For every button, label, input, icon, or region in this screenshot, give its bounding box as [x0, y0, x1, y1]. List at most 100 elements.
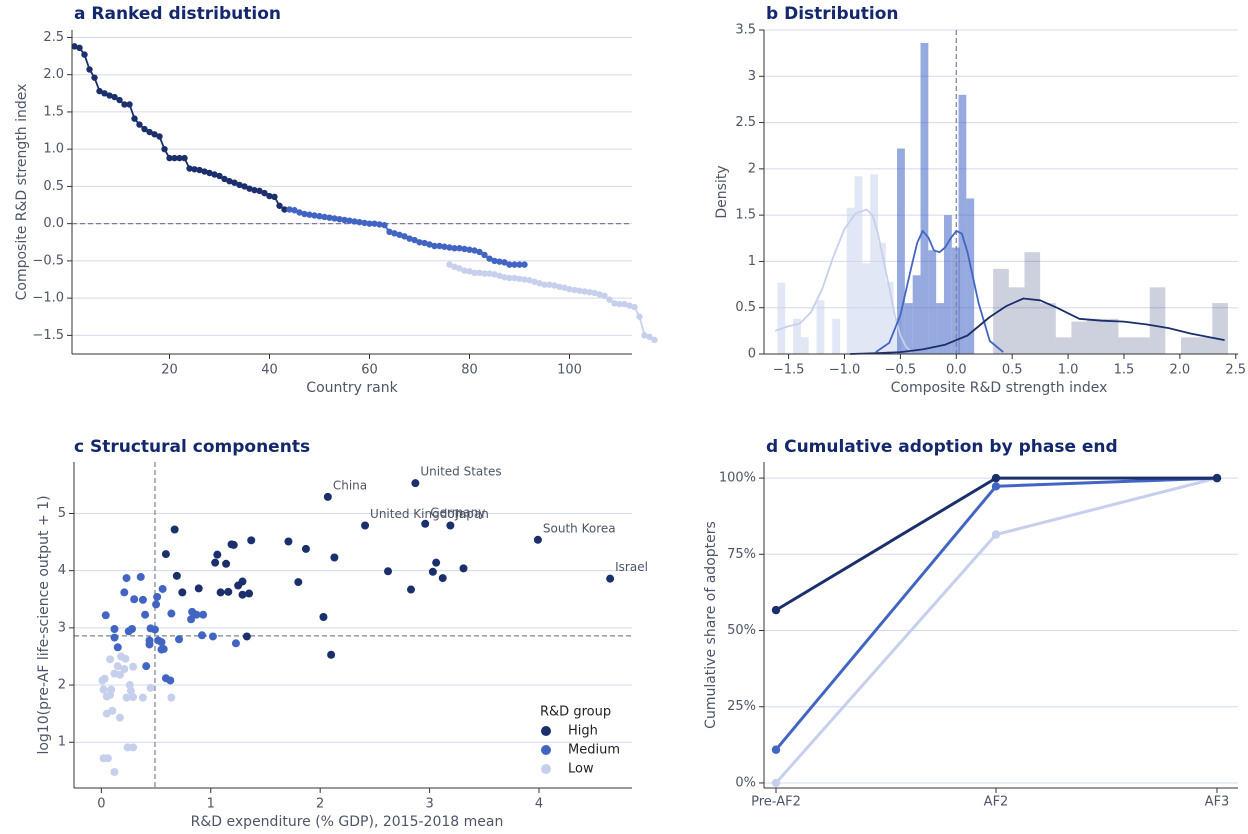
panel-a-point-high [81, 51, 88, 58]
panel-c-point-high [446, 521, 455, 530]
panel-b-hist-bar-high [1118, 337, 1135, 354]
panel-b-y-tick-label: 0 [748, 347, 756, 362]
panel-c-point-high [222, 559, 231, 568]
panel-a-title: a Ranked distribution [74, 4, 281, 24]
panel-c-point-high [284, 537, 293, 546]
panel-a-point-medium [436, 242, 443, 250]
panel-c-point-medium [158, 584, 167, 593]
panel-a-x-tick-label: 40 [261, 363, 278, 378]
panel-a-point-high [116, 96, 123, 104]
panel-b-x-tick-label: 1.5 [1114, 363, 1135, 378]
panel-a-point-low [606, 296, 613, 303]
panel-c-point-low [100, 674, 109, 683]
panel-b-y-tick-label: 3.5 [735, 23, 756, 38]
panel-d-point-high [771, 605, 781, 615]
panel-a-y-tick-label: 2.5 [43, 30, 64, 45]
panel-a-point-high [201, 168, 208, 175]
panel-a-point-medium [391, 230, 398, 237]
panel-c-point-low [120, 665, 129, 674]
panel-b-x-tick-label: 2.5 [1225, 363, 1246, 378]
panel-c-point-low [115, 713, 124, 722]
panel-c-point-high [411, 479, 420, 488]
panel-a-point-medium [366, 220, 373, 227]
panel-b-x-tick-label: 0.5 [1002, 363, 1023, 378]
panel-a-point-low [536, 280, 543, 287]
panel-a-point-medium [351, 218, 358, 225]
panel-a-point-medium [426, 241, 433, 248]
panel-b-hist-bar-low [862, 263, 871, 354]
panel-b-hist-bar-medium [897, 148, 905, 354]
panel-a-point-high [151, 131, 158, 138]
panel-a-point-low [466, 268, 473, 275]
panel-b-hist-bar-high [1055, 337, 1072, 354]
panel-c-point-high [194, 584, 203, 593]
panel-b-hist-bar-low [800, 337, 809, 354]
panel-c-point-high [428, 567, 437, 576]
panel-a-point-low [476, 269, 483, 277]
panel-d-point-low [771, 778, 781, 788]
panel-a-point-high [166, 154, 173, 162]
panel-a-point-low [446, 261, 453, 268]
panel-b-title: b Distribution [766, 4, 899, 24]
panel-a-point-low [591, 289, 598, 297]
panel-b-y-tick-label: 2 [748, 161, 756, 176]
panel-c-point-medium [138, 595, 147, 604]
panel-c-point-low [113, 662, 122, 671]
panel-c-point-medium [122, 574, 131, 583]
panel-d-title: d Cumulative adoption by phase end [766, 437, 1118, 457]
panel-c-point-high [227, 540, 236, 549]
panel-c-point-medium [167, 609, 176, 618]
panel-b-hist-bar-medium [966, 198, 975, 354]
panel-c-point-medium [142, 662, 151, 671]
panel-b-hist-bar-low [870, 174, 879, 354]
panel-a-point-medium [456, 245, 463, 252]
panel-c-x-tick-label: 1 [207, 797, 215, 812]
panel-b-x-tick-label: 2.0 [1170, 363, 1191, 378]
panel-c-legend-label: High [568, 724, 598, 739]
panel-a-point-high [241, 183, 248, 190]
panel-a-point-high [136, 121, 143, 128]
panel-a-point-medium [491, 257, 498, 265]
panel-c-point-high [438, 574, 447, 583]
panel-c-point-high [301, 544, 310, 553]
panel-b-hist-bar-high [1196, 337, 1213, 354]
panel-c-x-tick-label: 2 [316, 797, 324, 812]
panel-c-point-medium [192, 610, 201, 619]
panel-a-point-high [186, 165, 193, 172]
panel-d-x-tick-label: AF2 [984, 795, 1009, 810]
panel-d-point-high [991, 473, 1001, 483]
panel-c-point-high [406, 585, 415, 594]
panel-c-point-high [432, 558, 441, 567]
panel-a-point-medium [481, 251, 488, 259]
panel-a-point-high [191, 166, 198, 173]
panel-a-point-high [246, 185, 253, 192]
panel-a-point-medium [361, 219, 368, 227]
panel-b-hist-bar-medium [904, 303, 913, 354]
panel-a-point-medium [476, 248, 483, 256]
panel-b-kde-low [774, 208, 913, 353]
panel-a-point-high [141, 125, 148, 133]
panel-c-point-high [361, 521, 370, 530]
panel-a-point-medium [411, 236, 418, 244]
panel-c-point-low [99, 685, 108, 694]
panel-a-point-medium [311, 212, 318, 219]
panel-c-point-low [129, 743, 138, 752]
panel-c-point-high [294, 578, 303, 587]
panel-c-y-tick-label: 3 [58, 620, 66, 635]
panel-c-point-medium [127, 625, 136, 634]
panel-a-point-medium [286, 206, 293, 213]
panel-a-point-low [616, 300, 623, 308]
panel-a-point-low [481, 270, 488, 277]
panel-c-point-low [103, 754, 112, 763]
panel-b-x-tick-label: 0.0 [946, 363, 967, 378]
panel-a-point-low [581, 288, 588, 295]
panel-a-point-low [511, 274, 518, 282]
panel-c-point-low [106, 655, 115, 664]
panel-a-point-medium [346, 217, 353, 224]
panel-a-point-low [621, 300, 628, 308]
panel-a-y-tick-label: −1.0 [32, 291, 64, 306]
panel-a-point-low [456, 265, 463, 272]
panel-a-point-medium [416, 239, 423, 246]
panel-b-x-tick-label: −1.0 [829, 363, 861, 378]
